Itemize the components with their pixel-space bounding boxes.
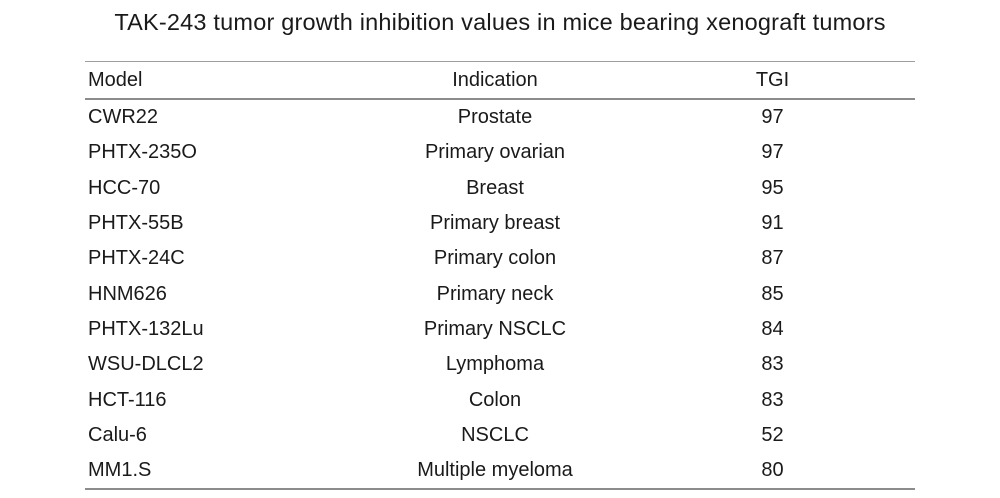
table-row: MM1.S Multiple myeloma 80 [85,453,915,488]
cell-indication: Lymphoma [445,353,545,376]
cell-indication: Primary NSCLC [423,317,567,340]
cell-model: WSU-DLCL2 [88,353,204,376]
table-row: PHTX-235O Primary ovarian 97 [85,135,915,170]
table-row: PHTX-132Lu Primary NSCLC 84 [85,312,915,347]
cell-indication: Prostate [457,106,533,129]
cell-indication: Primary colon [433,247,557,270]
cell-model: Calu-6 [88,423,147,446]
cell-model: PHTX-235O [88,141,197,164]
cell-tgi: 83 [761,388,784,411]
cell-indication: Primary breast [429,212,561,235]
column-header-tgi: TGI [755,68,790,91]
table-row: HNM626 Primary neck 85 [85,276,915,311]
table-row: HCC-70 Breast 95 [85,171,915,206]
column-header-model: Model [88,68,143,91]
figure-title: TAK-243 tumor growth inhibition values i… [114,9,886,35]
cell-indication: Primary neck [436,282,554,305]
cell-indication: Multiple myeloma [417,459,573,482]
cell-tgi: 85 [761,282,784,305]
cell-indication: Primary ovarian [424,141,566,164]
cell-model: HCT-116 [88,388,167,411]
table-row: PHTX-55B Primary breast 91 [85,206,915,241]
cell-tgi: 52 [761,423,784,446]
tgi-table: Model Indication TGI CWR22 Prostate 97 PHTX… [85,61,915,491]
cell-tgi: 84 [761,317,784,340]
cell-model: CWR22 [88,106,159,129]
cell-model: PHTX-55B [88,212,184,235]
cell-tgi: 97 [761,141,784,164]
column-header-indication: Indication [452,68,538,91]
cell-tgi: 91 [761,212,784,235]
table-row: CWR22 Prostate 97 [85,100,915,135]
cell-model: HNM626 [88,282,167,305]
cell-model: MM1.S [88,459,152,482]
cell-tgi: 87 [761,247,784,270]
cell-model: HCC-70 [88,176,161,199]
table-top-rule [85,61,915,62]
table-body: CWR22 Prostate 97 PHTX-235O Primary ovarian 9… [85,100,915,488]
table-header-rule [85,98,915,100]
cell-indication: NSCLC [461,423,529,446]
table-bottom-rule [85,488,915,491]
cell-indication: Colon [468,388,522,411]
table-row: PHTX-24C Primary colon 87 [85,241,915,276]
cell-model: PHTX-132Lu [88,317,204,340]
cell-tgi: 97 [761,106,784,129]
table-row: WSU-DLCL2 Lymphoma 83 [85,347,915,382]
cell-indication: Breast [466,176,524,199]
table-header-row: Model Indication TGI [85,62,915,98]
cell-tgi: 80 [761,459,784,482]
table-row: Calu-6 NSCLC 52 [85,418,915,453]
cell-model: PHTX-24C [88,247,185,270]
cell-tgi: 83 [761,353,784,376]
cell-tgi: 95 [761,176,784,199]
table-row: HCT-116 Colon 83 [85,382,915,417]
